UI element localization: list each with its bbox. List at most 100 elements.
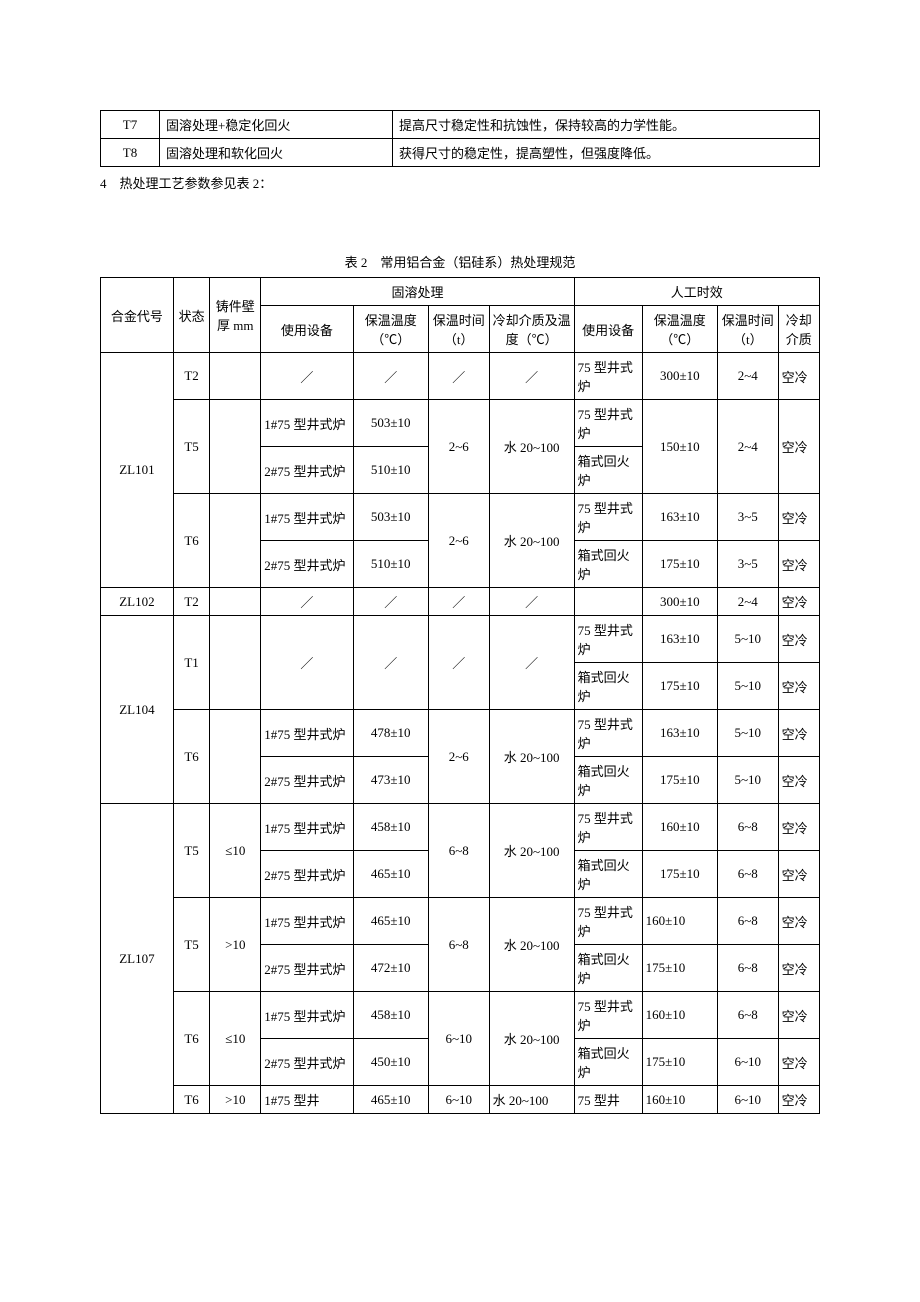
- cell-cool: 水 20~100: [489, 710, 574, 804]
- cell-temp: ／: [353, 588, 428, 616]
- cell-a-equip: 箱式回火炉: [574, 757, 642, 804]
- cell-a-time: 6~10: [717, 1086, 778, 1114]
- cell-a-equip: [574, 588, 642, 616]
- cell-process: 固溶处理和软化回火: [160, 139, 393, 167]
- cell-a-time: 6~10: [717, 1039, 778, 1086]
- table-2-caption: 表 2 常用铝合金（铝硅系）热处理规范: [100, 252, 820, 271]
- cell-wall: [210, 353, 261, 400]
- cell-state: T6: [173, 992, 209, 1086]
- cell-wall: >10: [210, 1086, 261, 1114]
- th-solution: 固溶处理: [261, 278, 574, 306]
- cell-a-equip: 75 型井式炉: [574, 992, 642, 1039]
- cell-equip: 1#75 型井式炉: [261, 898, 353, 945]
- cell-a-temp: 160±10: [642, 898, 717, 945]
- cell-a-temp: 175±10: [642, 945, 717, 992]
- cell-cool: ／: [489, 588, 574, 616]
- cell-wall: [210, 710, 261, 804]
- cell-state: T6: [173, 494, 209, 588]
- cell-a-cool: 空冷: [778, 851, 819, 898]
- cell-a-cool: 空冷: [778, 757, 819, 804]
- cell-cool: 水 20~100: [489, 992, 574, 1086]
- cell-temp: 450±10: [353, 1039, 428, 1086]
- cell-time: 6~10: [428, 992, 489, 1086]
- table-row: T5 1#75 型井式炉 503±10 2~6 水 20~100 75 型井式炉…: [101, 400, 820, 447]
- th-state: 状态: [173, 278, 209, 353]
- cell-cool: 水 20~100: [489, 400, 574, 494]
- cell-a-time: 2~4: [717, 400, 778, 494]
- cell-equip: 2#75 型井式炉: [261, 757, 353, 804]
- th-time: 保温时间（t）: [428, 306, 489, 353]
- cell-a-time: 5~10: [717, 710, 778, 757]
- cell-a-cool: 空冷: [778, 804, 819, 851]
- cell-temp: ／: [353, 353, 428, 400]
- cell-equip: 1#75 型井式炉: [261, 710, 353, 757]
- cell-temp: 472±10: [353, 945, 428, 992]
- cell-a-equip: 75 型井式炉: [574, 710, 642, 757]
- cell-a-time: 5~10: [717, 616, 778, 663]
- cell-a-equip: 箱式回火炉: [574, 447, 642, 494]
- cell-a-temp: 175±10: [642, 851, 717, 898]
- cell-a-temp: 163±10: [642, 494, 717, 541]
- cell-a-temp: 300±10: [642, 588, 717, 616]
- table-row: T6 1#75 型井式炉 503±10 2~6 水 20~100 75 型井式炉…: [101, 494, 820, 541]
- th-time: 保温时间（t）: [717, 306, 778, 353]
- table-row: T7 固溶处理+稳定化回火 提高尺寸稳定性和抗蚀性，保持较高的力学性能。: [101, 111, 820, 139]
- cell-time: 2~6: [428, 494, 489, 588]
- cell-time: 2~6: [428, 710, 489, 804]
- cell-temp: 510±10: [353, 447, 428, 494]
- cell-a-temp: 175±10: [642, 757, 717, 804]
- cell-a-temp: 175±10: [642, 541, 717, 588]
- cell-a-temp: 163±10: [642, 710, 717, 757]
- table-2: 合金代号 状态 铸件壁厚 mm 固溶处理 人工时效 使用设备 保温温度（℃） 保…: [100, 277, 820, 1114]
- cell-temp: 503±10: [353, 494, 428, 541]
- cell-a-cool: 空冷: [778, 710, 819, 757]
- table-1-fragment: T7 固溶处理+稳定化回火 提高尺寸稳定性和抗蚀性，保持较高的力学性能。 T8 …: [100, 110, 820, 167]
- cell-desc: 获得尺寸的稳定性，提高塑性，但强度降低。: [393, 139, 820, 167]
- cell-a-time: 6~8: [717, 898, 778, 945]
- cell-wall: ≤10: [210, 992, 261, 1086]
- cell-a-time: 5~10: [717, 757, 778, 804]
- cell-a-time: 2~4: [717, 353, 778, 400]
- cell-equip: 1#75 型井式炉: [261, 992, 353, 1039]
- cell-state: T5: [173, 898, 209, 992]
- cell-temp: 465±10: [353, 898, 428, 945]
- cell-equip: 1#75 型井式炉: [261, 400, 353, 447]
- cell-a-equip: 箱式回火炉: [574, 851, 642, 898]
- cell-a-temp: 175±10: [642, 663, 717, 710]
- cell-cool: 水 20~100: [489, 898, 574, 992]
- cell-cool: 水 20~100: [489, 1086, 574, 1114]
- th-wall: 铸件壁厚 mm: [210, 278, 261, 353]
- cell-a-equip: 75 型井式炉: [574, 616, 642, 663]
- table-row: ZL101 T2 ／ ／ ／ ／ 75 型井式炉 300±10 2~4 空冷: [101, 353, 820, 400]
- cell-time: 6~8: [428, 804, 489, 898]
- cell-a-equip: 箱式回火炉: [574, 945, 642, 992]
- cell-a-equip: 75 型井式炉: [574, 804, 642, 851]
- cell-a-equip: 75 型井式炉: [574, 494, 642, 541]
- cell-alloy: ZL107: [101, 804, 174, 1114]
- cell-a-temp: 160±10: [642, 1086, 717, 1114]
- th-cool-medium-temp: 冷却介质及温度（℃）: [489, 306, 574, 353]
- cell-state: T5: [173, 400, 209, 494]
- table-row: T6 >10 1#75 型井 465±10 6~10 水 20~100 75 型…: [101, 1086, 820, 1114]
- cell-a-cool: 空冷: [778, 992, 819, 1039]
- cell-equip: ／: [261, 588, 353, 616]
- cell-temp: 503±10: [353, 400, 428, 447]
- cell-a-equip: 箱式回火炉: [574, 1039, 642, 1086]
- cell-equip: 1#75 型井式炉: [261, 804, 353, 851]
- cell-temp: 465±10: [353, 851, 428, 898]
- th-alloy: 合金代号: [101, 278, 174, 353]
- cell-a-equip: 箱式回火炉: [574, 541, 642, 588]
- table-row: ZL107 T5 ≤10 1#75 型井式炉 458±10 6~8 水 20~1…: [101, 804, 820, 851]
- cell-a-cool: 空冷: [778, 353, 819, 400]
- cell-equip: 2#75 型井式炉: [261, 851, 353, 898]
- table-row: T5 >10 1#75 型井式炉 465±10 6~8 水 20~100 75 …: [101, 898, 820, 945]
- cell-wall: >10: [210, 898, 261, 992]
- cell-a-temp: 160±10: [642, 992, 717, 1039]
- cell-a-equip: 箱式回火炉: [574, 663, 642, 710]
- cell-temp: 478±10: [353, 710, 428, 757]
- cell-temp: 465±10: [353, 1086, 428, 1114]
- cell-a-cool: 空冷: [778, 541, 819, 588]
- cell-state: T2: [173, 588, 209, 616]
- cell-a-time: 6~8: [717, 992, 778, 1039]
- cell-time: 6~8: [428, 898, 489, 992]
